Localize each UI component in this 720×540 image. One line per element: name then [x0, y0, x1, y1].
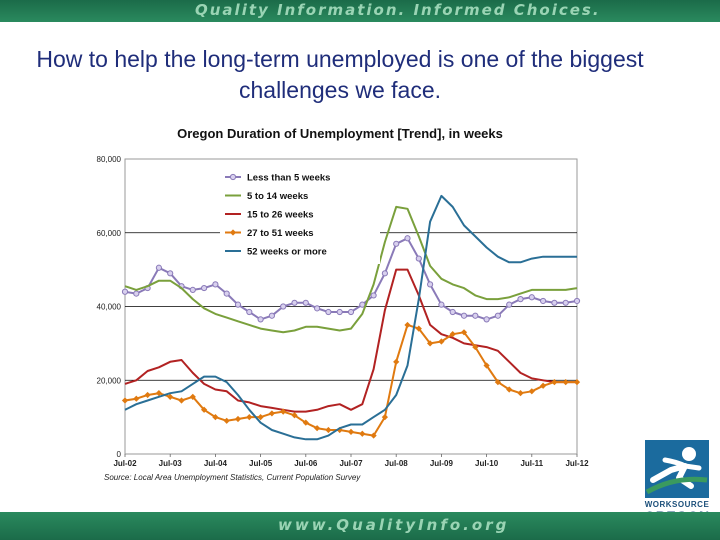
series-point-0 — [121, 288, 129, 295]
legend-marker-3 — [229, 229, 237, 236]
y-tick-label: 40,000 — [97, 303, 122, 312]
series-point-0 — [381, 270, 388, 277]
series-point-0 — [325, 308, 332, 316]
series-point-0 — [483, 316, 490, 323]
runner-icon — [645, 447, 708, 495]
x-tick-label: Jul-04 — [204, 459, 228, 468]
legend-label-4: 52 weeks or more — [247, 247, 327, 258]
series-point-3 — [155, 390, 163, 397]
series-point-0 — [517, 296, 524, 303]
series-line-1 — [124, 205, 578, 334]
series-point-0 — [438, 301, 445, 308]
series-point-0 — [393, 240, 400, 247]
x-tick-label: Jul-12 — [565, 459, 589, 468]
logo-emblem — [643, 438, 711, 500]
tagline-text: Quality Information. Informed Choices. — [195, 1, 601, 19]
series-point-0 — [189, 286, 196, 294]
x-tick-label: Jul-02 — [113, 459, 137, 468]
series-point-0 — [257, 316, 264, 323]
series-point-0 — [314, 305, 321, 312]
top-banner: Quality Information. Informed Choices. — [0, 0, 720, 22]
series-point-0 — [404, 235, 411, 242]
series-point-0 — [133, 290, 140, 297]
y-tick-label: 80,000 — [97, 155, 122, 164]
series-point-3 — [370, 432, 377, 439]
bottom-banner: www.QualityInfo.org — [0, 512, 720, 540]
legend-label-3: 27 to 51 weeks — [247, 228, 314, 239]
series-point-0 — [427, 281, 434, 288]
series-line-4 — [124, 194, 577, 441]
series-point-0 — [347, 308, 355, 316]
series-point-0 — [370, 292, 377, 299]
x-tick-label: Jul-06 — [294, 459, 318, 468]
series-point-0 — [223, 290, 230, 297]
series-point-0 — [246, 308, 253, 316]
series-line-2 — [124, 268, 577, 413]
series-point-0 — [234, 301, 242, 308]
series-point-0 — [528, 294, 535, 301]
y-tick-label: 60,000 — [97, 229, 122, 238]
series-point-3 — [381, 414, 389, 421]
series-point-3 — [325, 426, 332, 434]
series-point-0 — [551, 299, 558, 306]
series-point-0 — [201, 284, 208, 292]
series-point-0 — [573, 297, 581, 305]
series-point-0 — [449, 308, 456, 316]
legend-marker-0 — [229, 173, 237, 181]
series-point-3 — [359, 430, 366, 437]
series-point-0 — [415, 255, 422, 262]
y-tick-label: 20,000 — [97, 376, 122, 385]
legend-label-2: 15 to 26 weeks — [247, 210, 314, 221]
chart-source: Source: Local Area Unemployment Statisti… — [104, 473, 361, 482]
series-point-0 — [336, 308, 343, 316]
legend-label-0: Less than 5 weeks — [247, 173, 330, 184]
series-point-3 — [189, 393, 196, 400]
y-tick-label: 0 — [117, 450, 122, 459]
series-point-0 — [302, 299, 309, 306]
logo-line1: WORKSOURCE — [644, 500, 710, 509]
series-point-0 — [167, 270, 174, 277]
series-point-0 — [562, 299, 569, 306]
x-tick-label: Jul-03 — [159, 459, 183, 468]
series-point-3 — [257, 414, 264, 421]
series-point-0 — [494, 312, 501, 319]
series-point-0 — [212, 281, 219, 288]
series-point-3 — [167, 393, 174, 400]
x-tick-label: Jul-11 — [520, 459, 543, 468]
series-point-3 — [347, 428, 355, 435]
footer-url: www.QualityInfo.org — [278, 516, 510, 534]
x-tick-label: Jul-05 — [249, 459, 273, 468]
series-point-0 — [291, 299, 298, 306]
slide-title: How to help the long-term unemployed is … — [36, 46, 644, 103]
x-tick-label: Jul-10 — [475, 459, 499, 468]
series-point-0 — [472, 312, 479, 319]
chart-title: Oregon Duration of Unemployment [Trend],… — [177, 126, 503, 141]
series-point-0 — [460, 312, 468, 319]
series-point-0 — [280, 303, 287, 310]
legend-label-1: 5 to 14 weeks — [247, 191, 308, 202]
series-point-3 — [200, 406, 208, 413]
legend-box — [220, 167, 380, 264]
series-point-3 — [133, 395, 140, 402]
x-tick-label: Jul-08 — [385, 459, 409, 468]
series-point-0 — [540, 297, 547, 305]
series-point-3 — [313, 425, 321, 432]
series-point-0 — [506, 301, 513, 308]
unemployment-duration-chart: 0 20,000 40,000 60,000 80,000 Jul-02 Jul-03 Jul… — [97, 155, 590, 468]
series-point-0 — [155, 264, 163, 271]
series-point-0 — [268, 312, 275, 319]
x-tick-label: Jul-07 — [339, 459, 363, 468]
series-point-3 — [178, 397, 185, 404]
x-tick-label: Jul-09 — [430, 459, 454, 468]
